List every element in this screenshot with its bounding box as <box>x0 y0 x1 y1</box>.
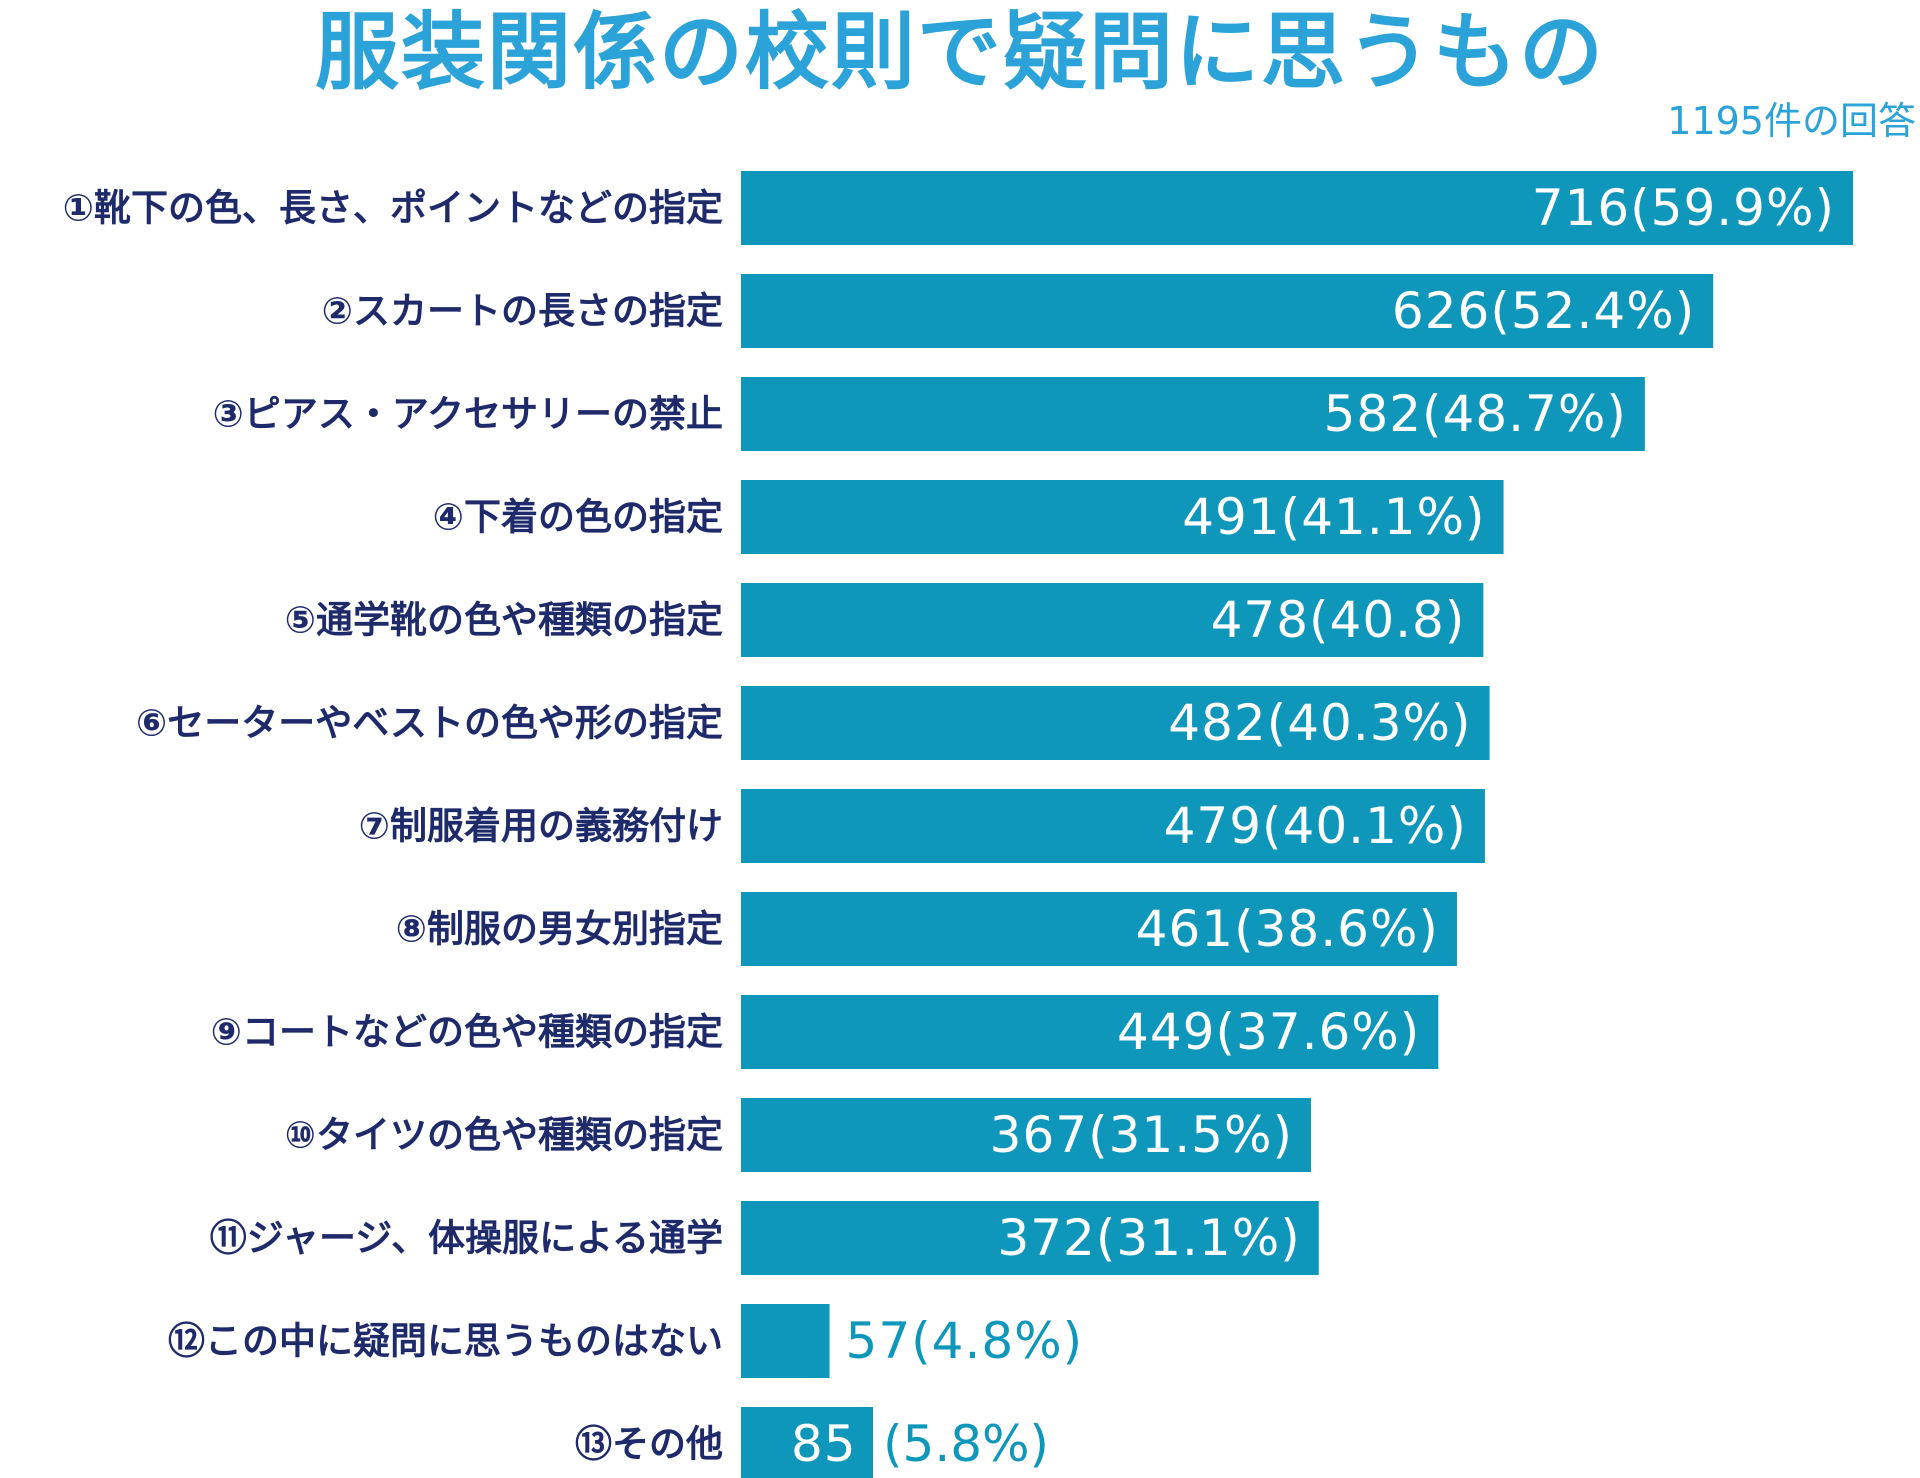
bar <box>741 1304 830 1378</box>
bar <box>741 892 1457 966</box>
data-label: 491(41.1%) <box>1182 488 1485 546</box>
bar <box>741 377 1645 451</box>
bar <box>741 1201 1319 1275</box>
category-label: ⑩タイツの色や種類の指定 <box>285 1114 723 1157</box>
category-label: ⑬その他 <box>575 1423 723 1466</box>
bar <box>741 1407 874 1478</box>
category-label: ⑧制服の男女別指定 <box>396 908 723 951</box>
data-label: 85 <box>791 1415 857 1473</box>
data-label: 478(40.8) <box>1211 591 1466 649</box>
data-label: 479(40.1%) <box>1164 797 1467 855</box>
category-label: ⑪ジャージ、体操服による通学 <box>210 1217 723 1260</box>
data-label: 449(37.6%) <box>1117 1003 1420 1061</box>
category-label: ⑦制服着用の義務付け <box>359 805 723 848</box>
category-label: ①靴下の色、長さ、ポイントなどの指定 <box>63 187 723 230</box>
data-label: 372(31.1%) <box>997 1209 1300 1267</box>
category-label: ⑥セーターやベストの色や形の指定 <box>136 702 723 745</box>
category-label: ⑨コートなどの色や種類の指定 <box>211 1011 723 1054</box>
bar <box>741 583 1484 657</box>
category-label: ②スカートの長さの指定 <box>322 290 723 333</box>
data-label: 367(31.5%) <box>990 1106 1293 1164</box>
chart-title: 服装関係の校則で疑問に思うもの <box>314 3 1605 101</box>
bar <box>741 789 1485 863</box>
data-label: 716(59.9%) <box>1532 179 1835 237</box>
bar <box>741 274 1714 348</box>
category-label: ④下着の色の指定 <box>433 496 723 539</box>
response-count: 1195件の回答 <box>1667 99 1916 143</box>
category-label: ⑤通学靴の色や種類の指定 <box>285 599 723 642</box>
data-label-percent: (5.8%) <box>883 1415 1049 1473</box>
bar <box>741 480 1504 554</box>
category-label: ⑫この中に疑問に思うものはない <box>168 1320 723 1363</box>
bar <box>741 686 1490 760</box>
bar <box>741 1098 1311 1172</box>
bar <box>741 995 1439 1069</box>
data-label: 57(4.8%) <box>846 1312 1084 1370</box>
data-label: 461(38.6%) <box>1136 900 1439 958</box>
bar <box>741 171 1853 245</box>
data-label: 626(52.4%) <box>1392 282 1695 340</box>
category-label: ③ピアス・アクセサリーの禁止 <box>213 393 723 436</box>
data-label: 582(48.7%) <box>1324 385 1627 443</box>
data-label: 482(40.3%) <box>1168 694 1471 752</box>
